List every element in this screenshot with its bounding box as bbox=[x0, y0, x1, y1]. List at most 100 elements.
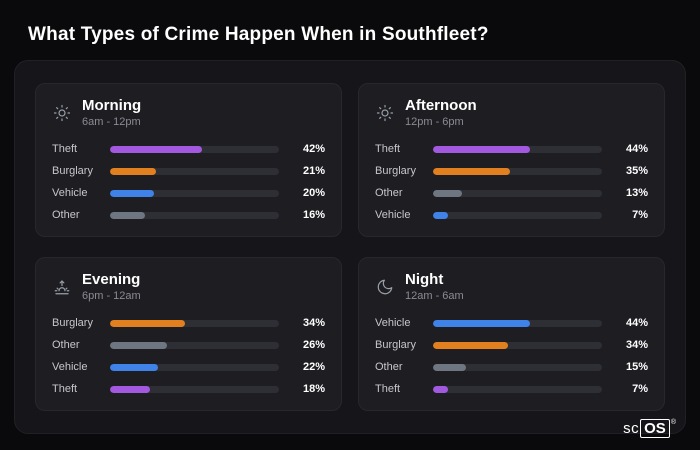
crime-dashboard-panel: Morning 6am - 12pm Theft 42% Burglary 21… bbox=[14, 60, 686, 434]
crime-bar-track bbox=[110, 189, 279, 197]
crime-bar-fill bbox=[433, 363, 466, 371]
card-afternoon: Afternoon 12pm - 6pm Theft 44% Burglary … bbox=[358, 83, 665, 237]
card-header: Evening 6pm - 12am bbox=[52, 271, 325, 302]
sunset-icon bbox=[52, 277, 72, 297]
card-header: Morning 6am - 12pm bbox=[52, 97, 325, 128]
crime-bar-track bbox=[433, 211, 602, 219]
crime-bar-fill bbox=[433, 385, 449, 393]
crime-label: Other bbox=[375, 361, 403, 373]
scos-logo-text: sc bbox=[623, 420, 640, 437]
crime-bar-track bbox=[433, 145, 602, 153]
card-subtitle: 6pm - 12am bbox=[82, 290, 141, 302]
card-header: Night 12am - 6am bbox=[375, 271, 648, 302]
sun-icon bbox=[375, 103, 395, 123]
crime-percent: 7% bbox=[632, 383, 648, 395]
crime-percent: 18% bbox=[302, 383, 325, 395]
crime-bar-track bbox=[433, 341, 602, 349]
crime-percent: 15% bbox=[625, 361, 648, 373]
crime-percent: 42% bbox=[302, 143, 325, 155]
crime-rows: Vehicle 44% Burglary 34% Other 15% Theft bbox=[375, 312, 648, 400]
crime-bar-track bbox=[110, 211, 279, 219]
crime-bar-fill bbox=[433, 145, 530, 153]
crime-bar-fill bbox=[110, 167, 157, 175]
crime-label: Theft bbox=[375, 143, 401, 155]
crime-bar-track bbox=[110, 341, 279, 349]
crime-label: Burglary bbox=[375, 165, 416, 177]
crime-row: Burglary 34% bbox=[375, 334, 648, 356]
crime-bar-fill bbox=[110, 319, 185, 327]
crime-percent: 44% bbox=[625, 143, 648, 155]
crime-bar-track bbox=[110, 319, 279, 327]
crime-label: Theft bbox=[375, 383, 401, 395]
crime-percent: 7% bbox=[632, 209, 648, 221]
crime-bar-fill bbox=[110, 211, 146, 219]
registered-mark: ® bbox=[670, 419, 676, 426]
crime-label: Other bbox=[52, 339, 80, 351]
crime-percent: 22% bbox=[302, 361, 325, 373]
crime-row: Theft 18% bbox=[52, 378, 325, 400]
card-subtitle: 12am - 6am bbox=[405, 290, 464, 302]
crime-bar-track bbox=[433, 319, 602, 327]
crime-bar-track bbox=[433, 167, 602, 175]
crime-percent: 34% bbox=[302, 317, 325, 329]
sun-icon bbox=[52, 103, 72, 123]
crime-label: Vehicle bbox=[52, 361, 88, 373]
crime-label: Other bbox=[52, 209, 80, 221]
crime-rows: Theft 44% Burglary 35% Other 13% Vehicle bbox=[375, 138, 648, 226]
crime-bar-fill bbox=[433, 189, 462, 197]
crime-label: Vehicle bbox=[375, 317, 411, 329]
crime-bar-fill bbox=[433, 211, 449, 219]
crime-row: Theft 42% bbox=[52, 138, 325, 160]
crime-bar-fill bbox=[110, 385, 150, 393]
card-title: Night bbox=[405, 271, 444, 288]
crime-bar-fill bbox=[110, 189, 154, 197]
card-evening: Evening 6pm - 12am Burglary 34% Other 26… bbox=[35, 257, 342, 411]
crime-label: Burglary bbox=[52, 165, 93, 177]
crime-bar-track bbox=[433, 189, 602, 197]
crime-bar-track bbox=[110, 363, 279, 371]
crime-row: Burglary 21% bbox=[52, 160, 325, 182]
crime-percent: 26% bbox=[302, 339, 325, 351]
card-title: Morning bbox=[82, 97, 142, 114]
crime-percent: 35% bbox=[625, 165, 648, 177]
crime-percent: 44% bbox=[625, 317, 648, 329]
crime-bar-track bbox=[433, 363, 602, 371]
crime-bar-track bbox=[110, 385, 279, 393]
crime-bar-track bbox=[110, 167, 279, 175]
crime-row: Vehicle 44% bbox=[375, 312, 648, 334]
scos-logo: sc OS ® bbox=[623, 419, 676, 438]
page-title: What Types of Crime Happen When in South… bbox=[28, 24, 489, 45]
scos-logo-boxed-text: OS bbox=[640, 419, 670, 438]
crime-label: Burglary bbox=[375, 339, 416, 351]
card-title: Evening bbox=[82, 271, 141, 288]
crime-row: Other 13% bbox=[375, 182, 648, 204]
crime-label: Theft bbox=[52, 143, 78, 155]
crime-percent: 20% bbox=[302, 187, 325, 199]
crime-bar-fill bbox=[433, 167, 510, 175]
card-night: Night 12am - 6am Vehicle 44% Burglary 34… bbox=[358, 257, 665, 411]
crime-percent: 16% bbox=[302, 209, 325, 221]
moon-icon bbox=[375, 277, 395, 297]
crime-row: Vehicle 7% bbox=[375, 204, 648, 226]
crime-percent: 21% bbox=[302, 165, 325, 177]
card-title: Afternoon bbox=[405, 97, 477, 114]
crime-rows: Burglary 34% Other 26% Vehicle 22% Theft bbox=[52, 312, 325, 400]
crime-percent: 13% bbox=[625, 187, 648, 199]
crime-row: Vehicle 20% bbox=[52, 182, 325, 204]
crime-label: Theft bbox=[52, 383, 78, 395]
card-header: Afternoon 12pm - 6pm bbox=[375, 97, 648, 128]
crime-row: Vehicle 22% bbox=[52, 356, 325, 378]
crime-row: Theft 7% bbox=[375, 378, 648, 400]
crime-label: Vehicle bbox=[52, 187, 88, 199]
card-morning: Morning 6am - 12pm Theft 42% Burglary 21… bbox=[35, 83, 342, 237]
crime-percent: 34% bbox=[625, 339, 648, 351]
crime-row: Burglary 34% bbox=[52, 312, 325, 334]
crime-rows: Theft 42% Burglary 21% Vehicle 20% Other bbox=[52, 138, 325, 226]
crime-row: Other 16% bbox=[52, 204, 325, 226]
card-subtitle: 12pm - 6pm bbox=[405, 116, 464, 128]
crime-label: Other bbox=[375, 187, 403, 199]
crime-row: Burglary 35% bbox=[375, 160, 648, 182]
crime-row: Other 26% bbox=[52, 334, 325, 356]
crime-bar-track bbox=[110, 145, 279, 153]
card-grid: Morning 6am - 12pm Theft 42% Burglary 21… bbox=[35, 83, 665, 411]
